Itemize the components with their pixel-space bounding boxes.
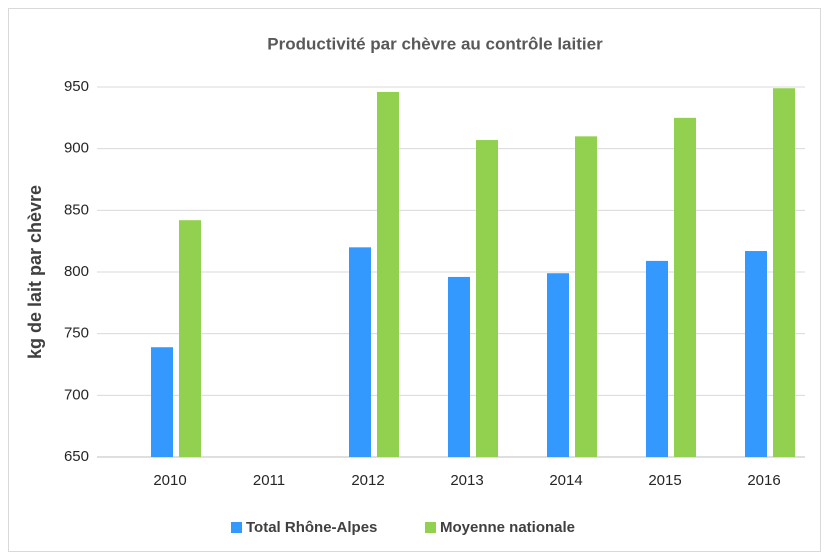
x-tick-label: 2011 [253,472,285,489]
y-tick-label: 900 [64,140,89,157]
bar [773,88,795,457]
bar [448,276,470,457]
chart-frame [8,8,821,552]
y-tick-label: 650 [64,448,89,465]
y-tick-label: 750 [64,325,89,342]
bar [377,91,399,457]
bar [476,140,498,458]
y-tick-label: 850 [64,201,89,218]
x-tick-label: 2013 [450,472,483,489]
y-tick-label: 700 [64,386,89,403]
chart-title: Productivité par chèvre au contrôle lait… [267,34,603,53]
y-tick-label: 950 [64,78,89,95]
legend-label: Total Rhône-Alpes [246,519,377,536]
legend-swatch [425,522,436,533]
bar [646,260,668,457]
y-tick-label: 800 [64,263,89,280]
bar [674,117,696,457]
x-tick-label: 2014 [549,472,582,489]
bar [151,347,173,457]
y-axis-label: kg de lait par chèvre [25,185,45,359]
bar [349,247,371,457]
bar [575,136,597,458]
bar [547,273,569,457]
x-tick-label: 2015 [648,472,681,489]
x-tick-label: 2012 [351,472,384,489]
bar [179,220,201,457]
bar [745,251,767,457]
legend-label: Moyenne nationale [440,519,575,536]
x-tick-label: 2016 [747,472,780,489]
x-tick-label: 2010 [153,472,186,489]
legend-swatch [231,522,242,533]
